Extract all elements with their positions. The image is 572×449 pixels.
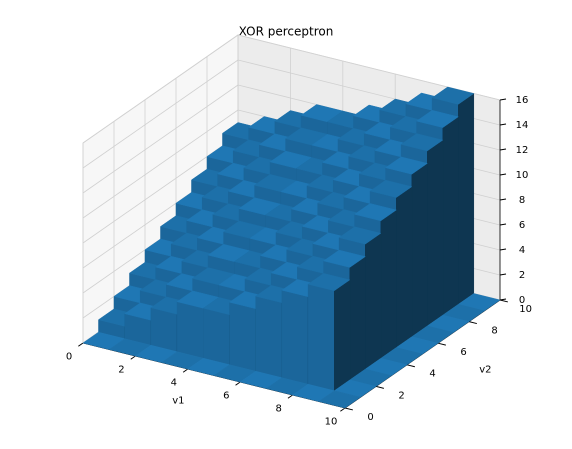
bar-top	[385, 156, 428, 175]
bar-top	[431, 86, 475, 105]
x-tick-label: 10	[325, 417, 338, 428]
grid-line	[82, 109, 239, 219]
z-tick-label: 16	[516, 95, 529, 106]
x-axis-label: v1	[172, 395, 184, 406]
bar-side	[458, 93, 475, 305]
bar-side	[365, 232, 382, 370]
bar-side	[334, 279, 351, 392]
bar-side	[349, 256, 366, 381]
x-tick-label: 0	[66, 352, 72, 363]
z-tick	[499, 98, 507, 101]
z-tick	[499, 173, 507, 176]
grid-line	[82, 84, 239, 194]
bar-top	[416, 110, 459, 128]
bar-front	[150, 307, 178, 353]
z-tick	[499, 198, 507, 201]
z-tick-label: 10	[516, 170, 529, 181]
z-tick	[499, 298, 507, 301]
y-tick-label: 10	[519, 304, 532, 315]
z-tick-label: 14	[516, 120, 529, 131]
y-tick	[468, 321, 477, 325]
bar-front	[255, 295, 283, 379]
x-tick-label: 2	[118, 365, 124, 376]
x-tick	[182, 368, 189, 373]
y-axis-label: v2	[479, 365, 491, 376]
bar-top	[307, 273, 351, 291]
bar-front	[281, 289, 309, 385]
x-tick-label: 6	[223, 391, 229, 402]
x-tick-label: 4	[171, 378, 177, 389]
z-tick	[499, 248, 507, 251]
y-tick-label: 0	[367, 412, 373, 423]
y-tick	[375, 385, 384, 389]
y-tick-label: 4	[429, 369, 435, 380]
y-tick	[499, 299, 508, 303]
bar-side	[427, 139, 444, 327]
bar	[307, 273, 351, 392]
y-tick	[406, 364, 415, 368]
x-tick-label: 8	[275, 404, 281, 415]
bar-front	[176, 301, 204, 359]
z-tick-label: 8	[519, 195, 525, 206]
z-tick-label: 2	[519, 270, 525, 281]
bar-side	[411, 162, 428, 338]
bar-top	[400, 133, 444, 152]
z-tick-label: 4	[519, 245, 525, 256]
z-tick-label: 12	[516, 145, 529, 156]
bar-front	[229, 301, 256, 372]
y-tick	[437, 342, 446, 346]
x-tick	[287, 394, 293, 399]
bar	[318, 390, 362, 409]
bar-top	[318, 390, 362, 409]
chart-title: XOR perceptron	[239, 25, 334, 39]
y-tick	[344, 407, 353, 411]
bar-top	[369, 179, 413, 198]
y-tick-label: 2	[398, 390, 404, 401]
z-tick	[499, 223, 507, 226]
x-tick	[78, 342, 84, 347]
z-tick	[499, 148, 507, 151]
x-tick	[130, 355, 136, 360]
y-tick-label: 8	[491, 325, 497, 336]
bar-front	[203, 307, 230, 366]
x-tick	[340, 407, 346, 412]
bar-top	[323, 249, 366, 268]
bar-side	[442, 116, 459, 316]
grid-line	[82, 34, 239, 144]
bar-side	[380, 209, 397, 359]
bar-top	[338, 226, 382, 245]
bar-front	[307, 283, 335, 392]
z-tick-label: 0	[519, 295, 525, 306]
z-tick-label: 6	[519, 220, 525, 231]
grid-line	[82, 59, 239, 169]
y-tick-label: 6	[460, 347, 466, 358]
z-tick	[499, 123, 507, 126]
bar-side	[396, 186, 413, 348]
bar-top	[354, 203, 397, 222]
x-tick	[235, 381, 241, 386]
z-tick	[499, 273, 507, 276]
